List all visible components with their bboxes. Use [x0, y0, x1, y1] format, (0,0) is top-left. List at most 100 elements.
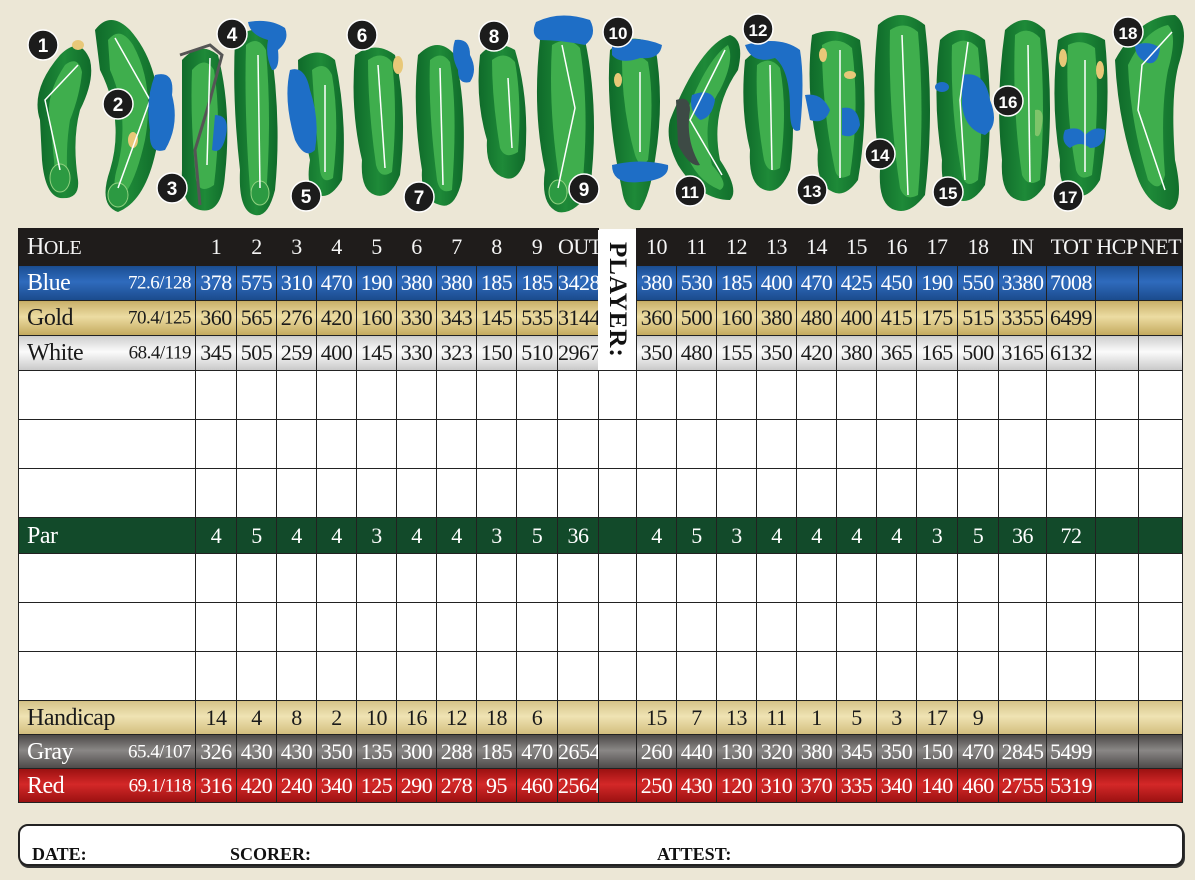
score-input[interactable] — [716, 370, 757, 420]
score-input[interactable] — [316, 468, 357, 518]
score-input[interactable] — [676, 553, 717, 603]
score-input[interactable] — [636, 370, 677, 420]
score-input[interactable] — [356, 651, 397, 701]
score-input[interactable] — [195, 651, 237, 701]
score-input[interactable] — [195, 468, 237, 518]
score-input[interactable] — [796, 602, 837, 652]
score-input[interactable] — [916, 370, 958, 420]
player-name-field[interactable] — [18, 370, 196, 420]
score-input[interactable] — [756, 468, 797, 518]
score-input[interactable] — [1095, 651, 1139, 701]
score-input[interactable] — [557, 468, 599, 518]
score-input[interactable] — [716, 651, 757, 701]
score-input[interactable] — [716, 602, 757, 652]
score-input[interactable] — [998, 602, 1047, 652]
score-input[interactable] — [276, 468, 317, 518]
score-input[interactable] — [916, 651, 958, 701]
score-input[interactable] — [957, 370, 999, 420]
score-input[interactable] — [516, 602, 558, 652]
score-input[interactable] — [636, 419, 677, 469]
score-input[interactable] — [796, 553, 837, 603]
score-input[interactable] — [476, 370, 517, 420]
player-name-field[interactable] — [18, 602, 196, 652]
score-input[interactable] — [557, 370, 599, 420]
score-input[interactable] — [396, 419, 437, 469]
score-input[interactable] — [396, 602, 437, 652]
score-input[interactable] — [957, 419, 999, 469]
score-input[interactable] — [356, 468, 397, 518]
score-input[interactable] — [356, 370, 397, 420]
score-input[interactable] — [436, 419, 477, 469]
score-input[interactable] — [836, 370, 877, 420]
score-input[interactable] — [557, 419, 599, 469]
score-input[interactable] — [1046, 553, 1096, 603]
score-input[interactable] — [957, 553, 999, 603]
score-input[interactable] — [236, 419, 277, 469]
score-input[interactable] — [916, 602, 958, 652]
score-input[interactable] — [195, 602, 237, 652]
score-input[interactable] — [436, 602, 477, 652]
score-input[interactable] — [756, 602, 797, 652]
score-input[interactable] — [316, 553, 357, 603]
score-input[interactable] — [756, 553, 797, 603]
score-input[interactable] — [796, 370, 837, 420]
score-input[interactable] — [796, 419, 837, 469]
score-input[interactable] — [998, 419, 1047, 469]
score-input[interactable] — [676, 651, 717, 701]
score-input[interactable] — [876, 370, 917, 420]
score-input[interactable] — [1138, 602, 1183, 652]
score-input[interactable] — [356, 419, 397, 469]
score-input[interactable] — [756, 651, 797, 701]
score-input[interactable] — [636, 468, 677, 518]
score-input[interactable] — [998, 553, 1047, 603]
score-input[interactable] — [998, 370, 1047, 420]
score-input[interactable] — [957, 602, 999, 652]
score-input[interactable] — [676, 370, 717, 420]
score-input[interactable] — [1046, 602, 1096, 652]
score-input[interactable] — [236, 553, 277, 603]
score-input[interactable] — [396, 468, 437, 518]
player-name-field[interactable] — [18, 468, 196, 518]
score-input[interactable] — [756, 419, 797, 469]
score-input[interactable] — [436, 651, 477, 701]
score-input[interactable] — [716, 468, 757, 518]
score-input[interactable] — [836, 468, 877, 518]
score-input[interactable] — [916, 419, 958, 469]
score-input[interactable] — [716, 553, 757, 603]
score-input[interactable] — [316, 370, 357, 420]
score-input[interactable] — [876, 553, 917, 603]
score-input[interactable] — [1095, 419, 1139, 469]
score-input[interactable] — [1138, 468, 1183, 518]
score-input[interactable] — [1046, 419, 1096, 469]
score-input[interactable] — [195, 553, 237, 603]
score-input[interactable] — [836, 419, 877, 469]
score-input[interactable] — [998, 468, 1047, 518]
score-input[interactable] — [236, 370, 277, 420]
score-input[interactable] — [236, 651, 277, 701]
score-input[interactable] — [756, 370, 797, 420]
player-name-field[interactable] — [18, 419, 196, 469]
score-input[interactable] — [476, 468, 517, 518]
score-input[interactable] — [195, 370, 237, 420]
score-input[interactable] — [676, 468, 717, 518]
score-input[interactable] — [876, 419, 917, 469]
score-input[interactable] — [998, 651, 1047, 701]
score-input[interactable] — [436, 553, 477, 603]
score-input[interactable] — [836, 602, 877, 652]
score-input[interactable] — [1138, 553, 1183, 603]
score-input[interactable] — [476, 553, 517, 603]
score-input[interactable] — [1138, 419, 1183, 469]
score-input[interactable] — [676, 419, 717, 469]
score-input[interactable] — [476, 419, 517, 469]
score-input[interactable] — [356, 602, 397, 652]
score-input[interactable] — [476, 602, 517, 652]
score-input[interactable] — [316, 651, 357, 701]
score-input[interactable] — [876, 468, 917, 518]
score-input[interactable] — [836, 651, 877, 701]
score-input[interactable] — [916, 468, 958, 518]
score-input[interactable] — [636, 602, 677, 652]
score-input[interactable] — [796, 651, 837, 701]
score-input[interactable] — [396, 553, 437, 603]
score-input[interactable] — [1046, 370, 1096, 420]
score-input[interactable] — [1138, 651, 1183, 701]
